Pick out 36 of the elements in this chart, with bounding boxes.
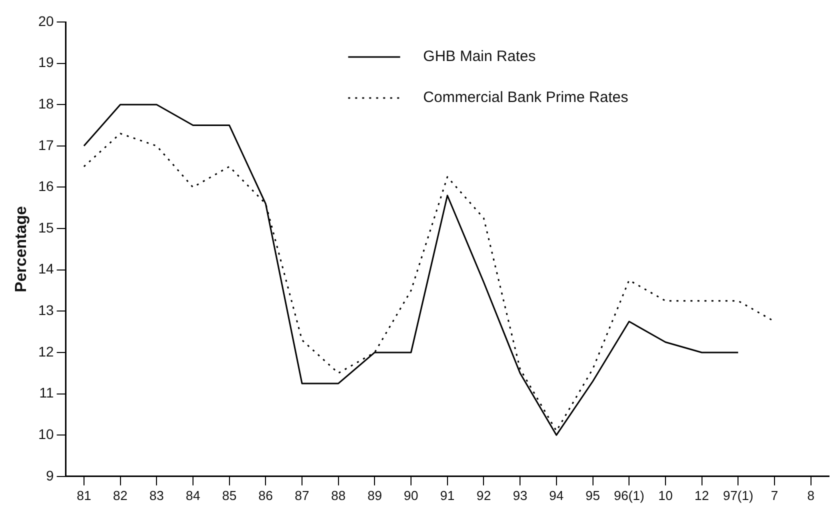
- x-tick-label: 10: [658, 488, 673, 503]
- y-tick-label: 15: [38, 219, 54, 236]
- x-tick-label: 88: [331, 488, 346, 503]
- y-tick-label: 12: [38, 343, 54, 360]
- x-tick-label: 92: [476, 488, 491, 503]
- y-tick-label: 10: [38, 426, 54, 442]
- y-tick-label: 20: [38, 12, 54, 29]
- x-tick-label: 91: [440, 488, 455, 503]
- x-tick-label: 89: [367, 488, 382, 503]
- x-tick-label: 81: [76, 488, 92, 503]
- x-tick-label: 82: [113, 488, 128, 503]
- x-tick-label: 87: [294, 488, 310, 503]
- y-tick-label: 9: [46, 467, 54, 484]
- y-tick-label: 17: [38, 136, 54, 153]
- x-tick-label: 7: [770, 488, 778, 503]
- y-tick-label: 11: [39, 384, 54, 401]
- y-tick-label: 19: [38, 54, 54, 70]
- x-tick-label: 96(1): [614, 488, 644, 503]
- legend-label: Commercial Bank Prime Rates: [423, 89, 628, 106]
- x-tick-label: 94: [549, 488, 564, 503]
- y-tick-label: 14: [38, 260, 54, 277]
- x-tick-label: 12: [694, 488, 710, 503]
- x-tick-label: 86: [258, 488, 273, 503]
- y-tick-label: 18: [38, 95, 54, 112]
- x-tick-label: 95: [586, 488, 600, 503]
- x-tick-label: 85: [222, 488, 237, 503]
- x-tick-label: 93: [512, 488, 528, 503]
- x-tick-label: 97(1): [722, 488, 754, 503]
- y-tick-label: 16: [38, 178, 54, 194]
- x-tick-label: 90: [404, 488, 418, 503]
- x-tick-label: 8: [807, 488, 814, 503]
- x-tick-label: 83: [149, 488, 164, 503]
- x-tick-label: 84: [186, 488, 200, 503]
- y-axis-title: Percentage: [13, 206, 30, 292]
- y-tick-label: 13: [38, 302, 54, 318]
- legend-label: GHB Main Rates: [423, 48, 536, 66]
